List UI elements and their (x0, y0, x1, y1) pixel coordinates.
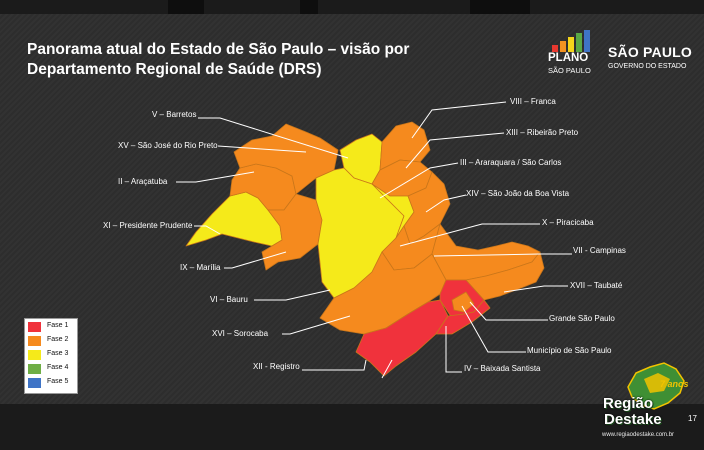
label-r6: VI – Bauru (210, 295, 248, 304)
legend-swatch-fase1 (28, 322, 41, 332)
label-r5: V – Barretos (152, 110, 197, 119)
label-r15: XV – São José do Rio Preto (118, 141, 218, 150)
label-r11: XI – Presidente Prudente (103, 221, 193, 230)
legend-swatch-fase5 (28, 378, 41, 388)
leader-r5 (198, 117, 349, 159)
legend-item: Fase 3 (28, 349, 76, 361)
legend-swatch-fase3 (28, 350, 41, 360)
leader-r11 (194, 225, 221, 235)
leader-r8 (411, 101, 507, 139)
label-r12: XII - Registro (253, 362, 300, 371)
legend-item: Fase 5 (28, 377, 76, 389)
region-msp-shape (451, 291, 475, 313)
leader-r12 (302, 359, 367, 371)
label-msp: Município de São Paulo (527, 346, 612, 355)
label-r9: IX – Marília (180, 263, 221, 272)
label-r13: XIII – Ribeirão Preto (506, 128, 579, 137)
phase-legend: Fase 1 Fase 2 Fase 3 Fase 4 Fase 5 (24, 318, 78, 394)
label-r8: VIII – Franca (510, 97, 556, 106)
leader-r13 (405, 132, 505, 169)
legend-label: Fase 2 (47, 336, 69, 343)
label-r17: XVII – Taubaté (570, 281, 623, 290)
region-r9-shape (261, 193, 323, 271)
leader-r7 (433, 253, 572, 257)
legend-label: Fase 1 (47, 322, 69, 329)
legend-label: Fase 5 (47, 378, 69, 385)
legend-label: Fase 3 (47, 350, 69, 357)
leader-r15 (217, 145, 307, 153)
label-r14: XIV – São João da Boa Vista (466, 189, 570, 198)
page-title: Panorama atual do Estado de São Paulo – … (27, 41, 410, 78)
region-r4-shape (435, 299, 491, 335)
label-gsp: Grande São Paulo (549, 314, 615, 323)
leader-r3 (379, 162, 459, 199)
label-r10: X – Piracicaba (542, 218, 594, 227)
leader-r17 (503, 285, 568, 293)
label-r4: IV – Baixada Santista (464, 364, 541, 373)
page-number: 17 (688, 414, 697, 423)
label-r16: XVI – Sorocaba (212, 329, 269, 338)
regiao-destake-watermark: 7 anos Região Destake www.regiaodestake.… (600, 355, 700, 445)
legend-item: Fase 4 (28, 363, 76, 375)
governo-logo-line1: SÃO PAULO (608, 44, 692, 60)
watermark-line1: Região (603, 395, 654, 412)
top-strip (0, 0, 704, 14)
plano-logo-line1: PLANO (548, 52, 589, 64)
governo-sp-logo: SÃO PAULO GOVERNO DO ESTADO (608, 44, 698, 78)
leader-r10 (399, 223, 540, 247)
legend-swatch-fase4 (28, 364, 41, 374)
leader-r16 (282, 315, 351, 335)
leader-msp (461, 305, 526, 353)
legend-item: Fase 1 (28, 321, 76, 333)
leader-gsp (469, 301, 548, 321)
leader-r14 (425, 194, 467, 213)
plano-logo-line2: SÃO PAULO (548, 66, 591, 75)
legend-label: Fase 4 (47, 364, 69, 371)
watermark-badge: 7 anos (660, 379, 689, 389)
leader-r4 (445, 326, 462, 373)
region-r17-shape (465, 251, 545, 301)
legend-swatch-fase2 (28, 336, 41, 346)
label-r7: VII - Campinas (573, 246, 626, 255)
label-r3: III – Araraquara / São Carlos (460, 158, 562, 167)
plano-bars-icon (552, 30, 590, 52)
leader-r2 (176, 171, 255, 183)
watermark-url: www.regiaodestake.com.br (602, 432, 675, 438)
bottom-bar (0, 404, 704, 450)
governo-logo-line2: GOVERNO DO ESTADO (608, 63, 687, 70)
leader-r12-dot (381, 359, 393, 379)
state-outline-logo-icon (627, 362, 685, 410)
legend-item: Fase 2 (28, 335, 76, 347)
label-r2: II – Araçatuba (118, 177, 168, 186)
watermark-line2: Destake (604, 411, 662, 428)
plano-sao-paulo-logo: PLANO SÃO PAULO (548, 30, 598, 76)
leader-r9 (224, 251, 287, 269)
leader-r6 (254, 289, 331, 301)
